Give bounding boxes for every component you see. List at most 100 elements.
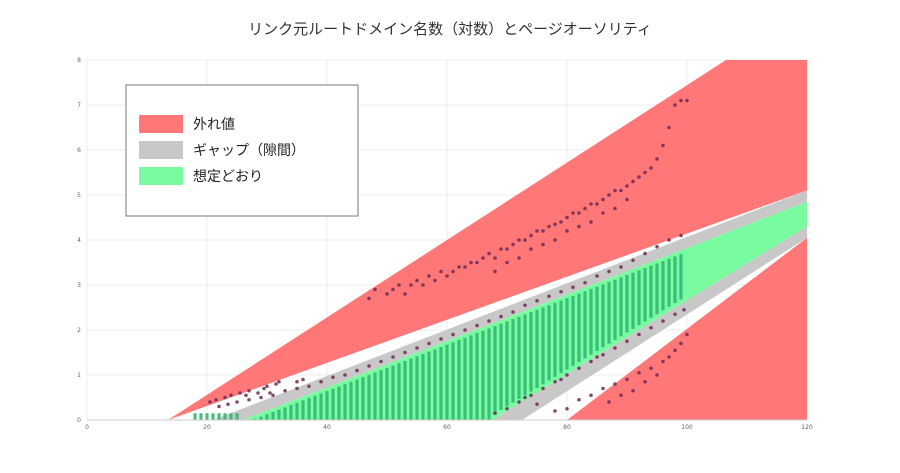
scatter-points [208, 98, 689, 416]
scatter-point [631, 388, 635, 393]
scatter-point [631, 179, 635, 184]
scatter-point [541, 229, 545, 233]
scatter-point [679, 98, 683, 103]
scatter-point [673, 312, 677, 317]
expected-column [619, 277, 623, 337]
scatter-point [493, 411, 497, 416]
scatter-point [559, 377, 563, 382]
scatter-point [487, 251, 491, 256]
expected-column [343, 384, 347, 420]
scatter-point [529, 247, 533, 251]
scatter-point [433, 278, 437, 283]
scatter-point [571, 211, 575, 215]
expected-column [421, 353, 425, 420]
scatter-point [208, 400, 212, 404]
scatter-point [607, 193, 611, 197]
scatter-point [511, 242, 515, 247]
scatter-point [619, 265, 623, 269]
scatter-point [667, 238, 671, 242]
y-tick-label: 4 [77, 237, 81, 244]
expected-column [517, 316, 521, 399]
scatter-point [547, 224, 551, 229]
scatter-point [355, 368, 359, 373]
scatter-point [493, 269, 497, 274]
scatter-point [307, 384, 311, 389]
scatter-point [463, 265, 467, 269]
scatter-point [553, 379, 557, 384]
scatter-point [439, 337, 443, 341]
expected-column [565, 298, 569, 370]
scatter-point [475, 260, 479, 265]
expected-column [337, 386, 341, 420]
scatter-point [625, 339, 629, 344]
expected-column [463, 337, 467, 420]
scatter-point [583, 280, 587, 285]
y-tick-label: 3 [77, 282, 81, 289]
x-tick-label: 0 [85, 424, 89, 431]
scatter-point [493, 256, 497, 260]
expected-column [301, 400, 305, 420]
scatter-point [655, 244, 659, 249]
scatter-point [247, 397, 251, 402]
scatter-point [391, 287, 395, 292]
expected-column [355, 379, 359, 420]
x-tick-label: 40 [323, 424, 331, 431]
expected-column [283, 407, 287, 420]
scatter-point [577, 366, 581, 371]
expected-column [277, 409, 281, 420]
expected-column [655, 263, 659, 315]
scatter-point [343, 373, 347, 377]
x-tick-label: 120 [801, 424, 813, 431]
scatter-point [421, 283, 425, 287]
scatter-point [244, 393, 248, 398]
expected-column [199, 413, 203, 420]
expected-column [391, 365, 395, 420]
scatter-point [523, 303, 527, 308]
band-layer [168, 60, 807, 420]
expected-column [529, 312, 533, 392]
expected-column [385, 367, 389, 420]
scatter-point [577, 397, 581, 402]
scatter-point [613, 206, 617, 211]
scatter-point [379, 359, 383, 364]
scatter-point [601, 386, 605, 391]
scatter-point [637, 370, 641, 375]
expected-column [445, 344, 449, 420]
scatter-point [523, 395, 527, 400]
expected-column [379, 370, 383, 420]
scatter-point [415, 278, 419, 283]
scatter-point [529, 233, 533, 238]
scatter-point [643, 170, 647, 175]
scatter-point [415, 346, 419, 350]
expected-column [223, 413, 227, 420]
scatter-point [499, 247, 503, 251]
expected-column [583, 291, 587, 359]
expected-column [481, 330, 485, 420]
expected-column [559, 300, 563, 374]
scatter-point [595, 355, 599, 359]
scatter-point [427, 341, 431, 346]
scatter-point [523, 238, 527, 242]
scatter-point [601, 211, 605, 215]
expected-column [475, 333, 479, 420]
scatter-point [295, 379, 299, 384]
expected-column [673, 256, 677, 304]
scatter-point [517, 400, 521, 404]
expected-column [457, 340, 461, 420]
expected-column [451, 342, 455, 420]
expected-column [319, 393, 323, 420]
scatter-point [589, 220, 593, 224]
expected-column [295, 402, 299, 420]
scatter-point [247, 388, 251, 393]
expected-column [217, 413, 221, 420]
scatter-point [619, 188, 623, 193]
scatter-point [274, 382, 278, 386]
y-tick-label: 8 [77, 57, 81, 64]
scatter-point [667, 355, 671, 359]
expected-column [535, 309, 539, 388]
expected-column [625, 275, 629, 333]
expected-column [523, 314, 527, 396]
scatter-point [331, 375, 335, 380]
scatter-point [682, 307, 686, 312]
expected-point-columns [193, 254, 683, 420]
